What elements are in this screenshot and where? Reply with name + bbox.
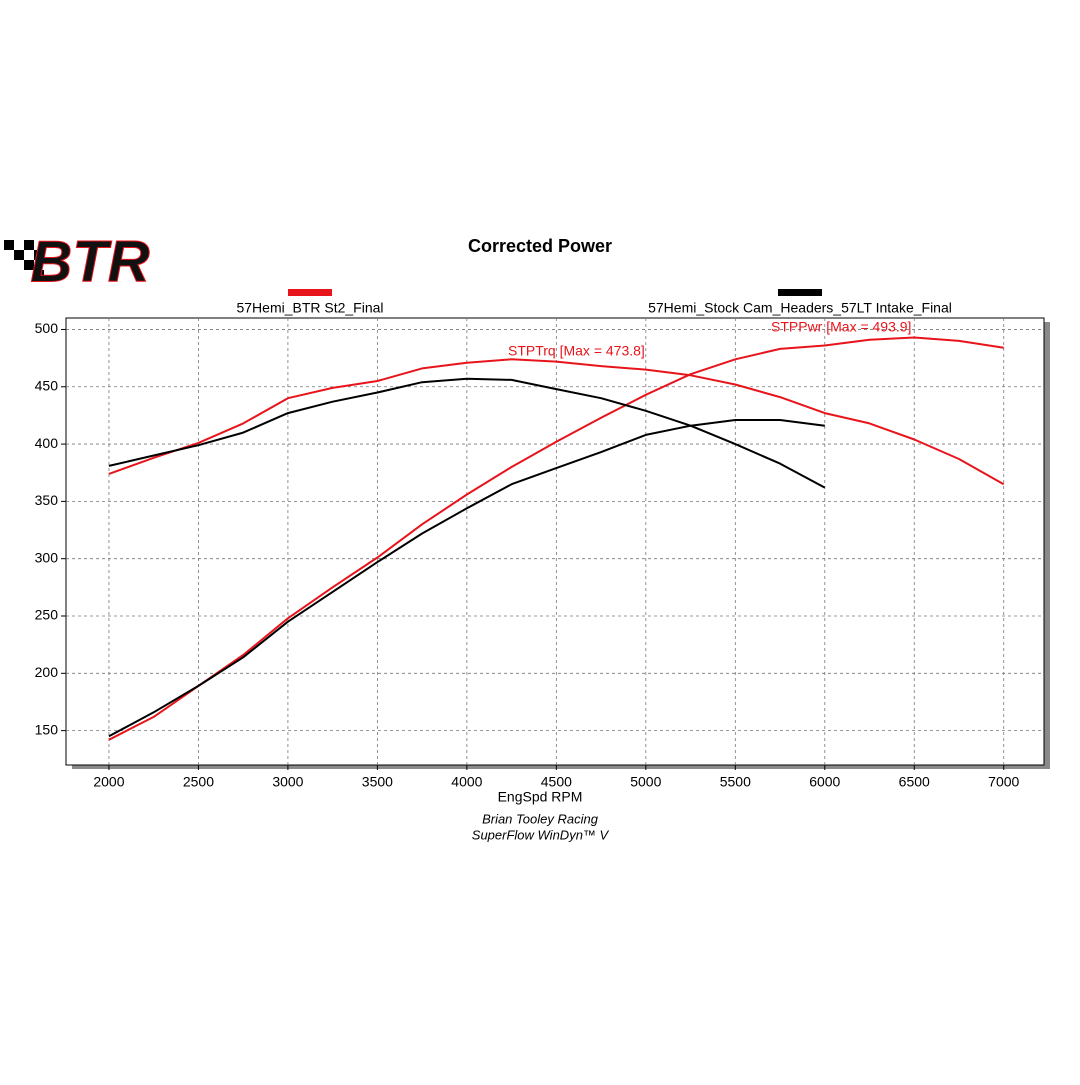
line-torque	[108, 377, 826, 489]
y-tick-label: 150	[35, 721, 59, 737]
legend-label: 57Hemi_Stock Cam_Headers_57LT Intake_Fin…	[648, 300, 952, 316]
y-tick-label: 400	[35, 435, 59, 451]
x-tick-label: 6500	[899, 774, 930, 790]
x-tick-label: 3000	[272, 774, 303, 790]
x-axis-label: EngSpd RPM	[498, 789, 583, 805]
y-tick-label: 250	[35, 607, 59, 623]
x-tick-label: 4000	[451, 774, 482, 790]
y-tick-label: 500	[35, 320, 59, 336]
x-tick-label: 6000	[809, 774, 840, 790]
x-tick-label: 2500	[183, 774, 214, 790]
footer: SuperFlow WinDyn™ V	[472, 827, 610, 842]
legend-label: 57Hemi_BTR St2_Final	[236, 300, 383, 316]
x-tick-label: 7000	[988, 774, 1019, 790]
footer: Brian Tooley Racing	[482, 811, 599, 826]
x-tick-label: 5000	[630, 774, 661, 790]
legend-swatch	[778, 289, 822, 296]
y-tick-label: 350	[35, 492, 59, 508]
line-power	[108, 419, 825, 738]
y-tick-label: 300	[35, 549, 59, 565]
logo-text: BTR	[30, 229, 149, 294]
annotation: STPPwr [Max = 493.9]	[771, 319, 911, 335]
x-tick-label: 3500	[362, 774, 393, 790]
x-tick-label: 4500	[541, 774, 572, 790]
x-tick-label: 5500	[720, 774, 751, 790]
line-torque	[108, 358, 1005, 486]
logo: BTR	[4, 229, 150, 295]
legend-swatch	[288, 289, 332, 296]
annotation: STPTrq [Max = 473.8]	[508, 343, 645, 359]
plot-frame	[65, 317, 1045, 766]
chart-title: Corrected Power	[468, 236, 612, 256]
x-tick-label: 2000	[93, 774, 124, 790]
y-tick-label: 450	[35, 377, 59, 393]
line-power	[108, 336, 1004, 741]
y-tick-label: 200	[35, 664, 59, 680]
